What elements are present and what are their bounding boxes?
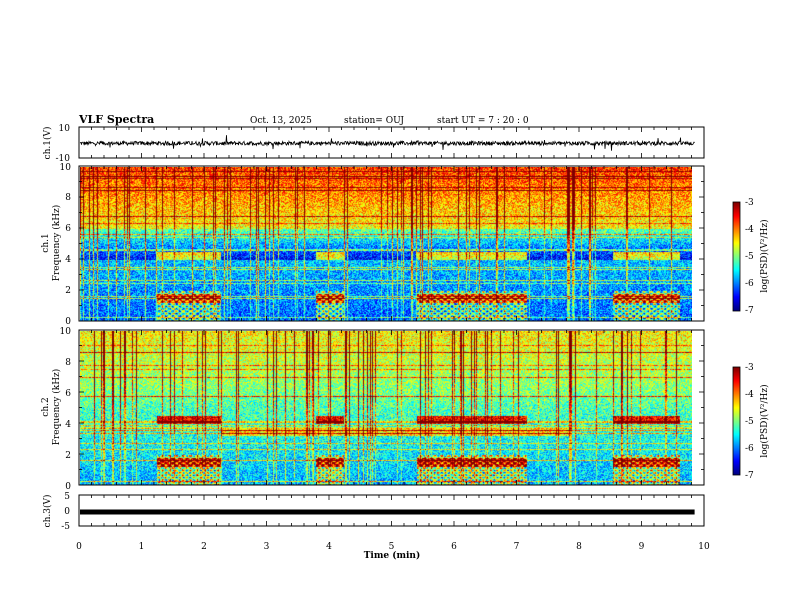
time-tick-label: 10: [698, 542, 710, 552]
ch3-waveform-trace: [80, 509, 695, 515]
ch2-freq-tick-4: 4: [65, 420, 71, 430]
ch3-waveform-panel: 5 0 -5 ch.3(V): [42, 492, 705, 532]
ch1-ytick-top: 10: [59, 124, 71, 134]
figure-title: VLF Spectra: [78, 113, 154, 126]
ch1-cbar-tick-m5: -5: [745, 252, 754, 262]
ch2-freq-tick-6: 6: [65, 389, 71, 399]
ch1-freq-tick-6: 6: [65, 224, 71, 234]
ch1-freq-tick-2: 2: [65, 286, 71, 296]
time-tick-label: 7: [514, 542, 520, 552]
ch2-cbar-tick-m6: -6: [745, 444, 754, 454]
ch3-ytick-bottom: -5: [61, 522, 70, 532]
header-start-ut: start UT = 7 : 20 : 0: [437, 116, 529, 126]
time-tick-label: 6: [451, 542, 457, 552]
time-axis-tick-labels: 0 1 2 3 4 5 6 7 8 9 10: [76, 542, 710, 552]
ch2-cbar-tick-m3: -3: [745, 363, 754, 373]
ch2-freq-tick-8: 8: [65, 358, 71, 368]
ch2-cbar-tick-m5: -5: [745, 417, 754, 427]
ch2-freq-tick-2: 2: [65, 451, 71, 461]
ch1-waveform-ylabel: ch.1(V): [42, 127, 53, 160]
ch2-freq-tick-0: 0: [65, 482, 71, 492]
ch3-ytick-mid: 0: [64, 507, 70, 517]
ch1-spectrogram-panel: 0 2 4 6 8 10 ch.1 Frequency (kHz) -3 -4 …: [41, 163, 770, 327]
ch1-waveform-ticks: [78, 127, 705, 158]
ch1-freq-tick-10: 10: [60, 163, 72, 173]
ch2-colorbar: [733, 367, 740, 475]
ch1-freq-tick-8: 8: [65, 193, 71, 203]
ch2-cbar-tick-m4: -4: [745, 390, 754, 400]
ch2-spectrogram-ticks: [78, 329, 705, 486]
ch2-colorbar-label: log(PSD)(V²/Hz): [759, 384, 770, 457]
ch1-colorbar-frame: [732, 201, 741, 312]
time-tick-label: 3: [264, 542, 270, 552]
ch3-ytick-top: 5: [64, 492, 70, 502]
ch1-cbar-tick-m6: -6: [745, 279, 754, 289]
ch1-spectrogram-ticks: [78, 165, 705, 322]
ch3-waveform-ylabel: ch.3(V): [42, 495, 53, 528]
time-tick-label: 8: [576, 542, 582, 552]
ch2-spectrogram-image: [80, 331, 692, 485]
ch1-spectrogram-ylabel-2: Frequency (kHz): [51, 205, 62, 282]
time-tick-label: 2: [201, 542, 207, 552]
time-tick-label: 5: [389, 542, 395, 552]
header-station: station= OUJ: [344, 116, 404, 126]
ch1-cbar-tick-m4: -4: [745, 225, 754, 235]
ch1-freq-tick-4: 4: [65, 255, 71, 265]
time-tick-label: 9: [639, 542, 645, 552]
ch2-spectrogram-ylabel-2: Frequency (kHz): [51, 369, 62, 446]
ch2-colorbar-frame: [732, 366, 741, 476]
ch1-ytick-bottom: -10: [56, 154, 71, 164]
ch1-waveform-panel: 10 -10 ch.1(V): [42, 124, 705, 164]
time-tick-label: 0: [76, 542, 82, 552]
ch1-cbar-tick-m3: -3: [745, 198, 754, 208]
ch1-cbar-tick-m7: -7: [745, 306, 754, 316]
ch2-freq-tick-10: 10: [60, 327, 72, 337]
ch1-freq-tick-0: 0: [65, 317, 71, 327]
time-axis-label: Time (min): [364, 550, 421, 561]
ch3-waveform-ticks: [78, 495, 705, 526]
ch1-spectrogram-image: [80, 167, 692, 321]
ch1-colorbar: [733, 202, 740, 311]
header-date: Oct. 13, 2025: [250, 116, 312, 126]
time-tick-label: 1: [139, 542, 145, 552]
ch2-spectrogram-panel: 0 2 4 6 8 10 ch.2 Frequency (kHz) -3 -4 …: [41, 327, 770, 492]
ch2-cbar-tick-m7: -7: [745, 471, 754, 481]
ch1-colorbar-label: log(PSD)(V²/Hz): [759, 219, 770, 292]
time-tick-label: 4: [326, 542, 332, 552]
ch1-spectrogram-ylabel-1: ch.1: [41, 233, 51, 252]
ch1-waveform-trace: [79, 135, 695, 151]
ch2-spectrogram-ylabel-1: ch.2: [41, 397, 51, 416]
time-axis: 0 1 2 3 4 5 6 7 8 9 10 Time (min): [76, 542, 710, 561]
